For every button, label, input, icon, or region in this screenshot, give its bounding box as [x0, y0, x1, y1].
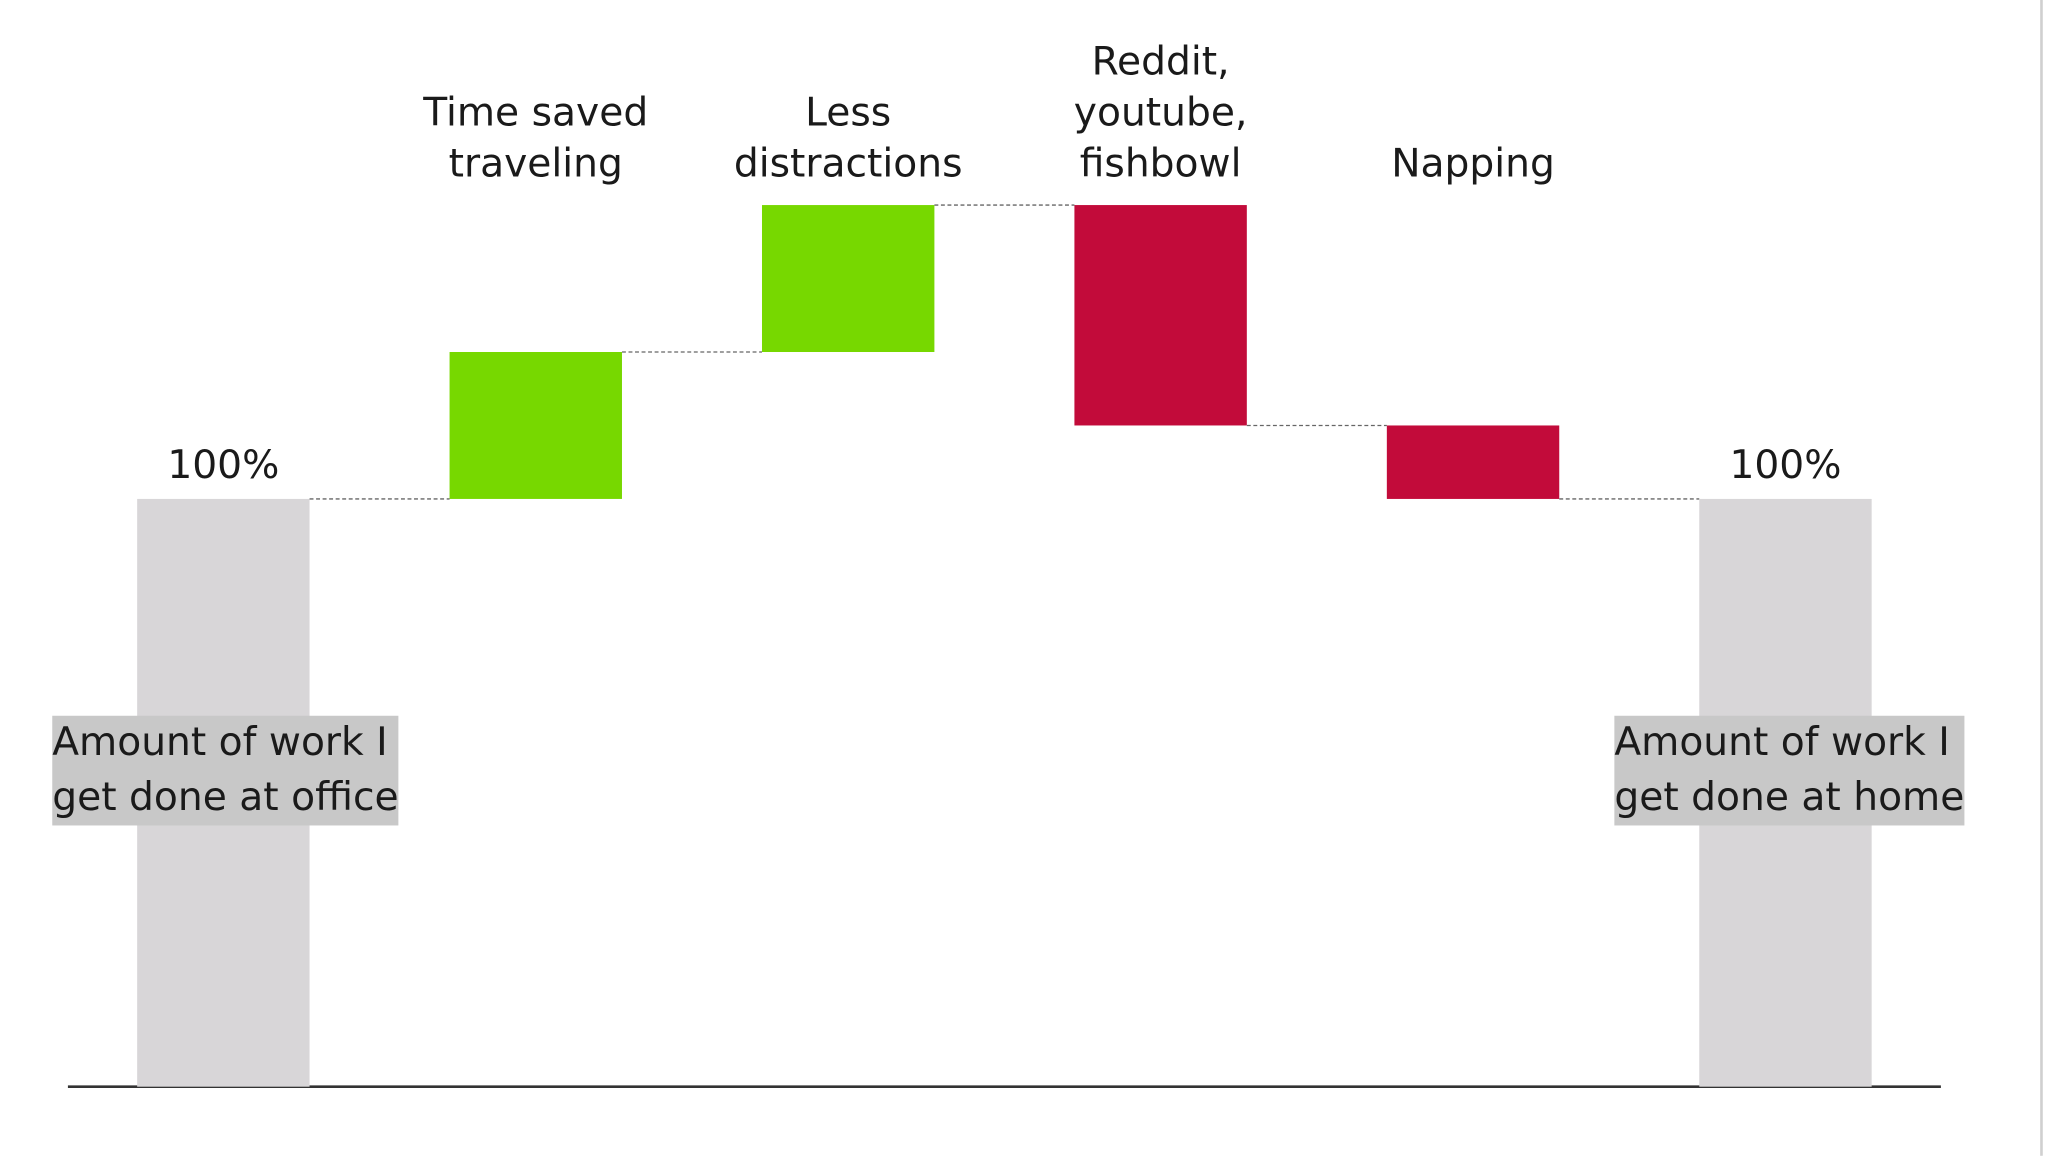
- category-label: Reddit, youtube, fishbowl: [1073, 39, 1248, 187]
- bar: [1386, 425, 1560, 499]
- category-label: Amount of work I get done at office: [52, 715, 399, 826]
- bar: [761, 205, 935, 352]
- category-label: Time saved traveling: [423, 90, 649, 187]
- bar: [1074, 205, 1247, 426]
- category-label: Amount of work I get done at home: [1614, 715, 1965, 826]
- value-label: 100%: [167, 442, 280, 489]
- category-label: Napping: [1391, 141, 1555, 187]
- value-label: 100%: [1729, 442, 1842, 489]
- category-label: Less distractions: [733, 90, 963, 187]
- bar: [449, 351, 622, 499]
